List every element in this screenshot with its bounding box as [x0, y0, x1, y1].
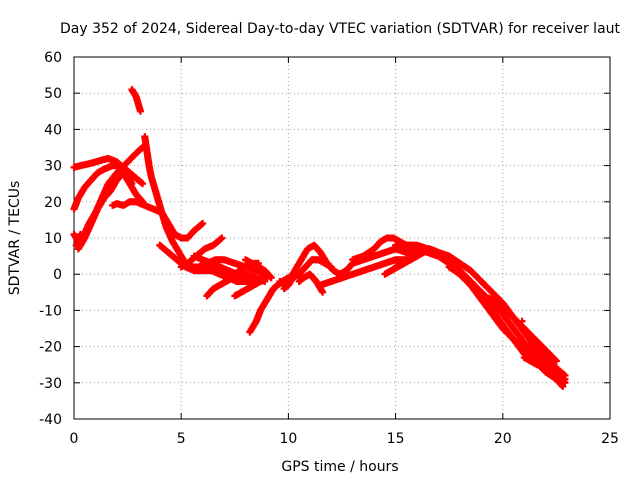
x-tick-label: 10: [279, 431, 297, 447]
series-arc-7: [128, 86, 144, 115]
series-arc-29: [520, 353, 567, 383]
data-point: [218, 234, 226, 242]
data-marks: [70, 86, 569, 390]
data-point: [327, 263, 335, 271]
series-arc-15: [242, 256, 275, 282]
y-tick-label: 60: [44, 50, 62, 66]
data-point: [242, 274, 250, 282]
series-arc-14: [231, 274, 271, 300]
data-point: [76, 230, 84, 238]
x-tick-label: 0: [70, 431, 79, 447]
data-point: [552, 357, 560, 365]
data-point: [559, 375, 567, 383]
y-tick-label: -30: [39, 376, 62, 392]
data-point: [518, 317, 526, 325]
x-tick-label: 5: [177, 431, 186, 447]
y-tick-label: 0: [53, 267, 62, 283]
y-tick-label: 40: [44, 122, 62, 138]
x-axis-label: GPS time / hours: [281, 459, 398, 475]
grid-lines: [74, 57, 610, 419]
y-axis-label: SDTVAR / TECUs: [7, 181, 23, 296]
data-point: [559, 382, 567, 390]
x-tick-label: 25: [601, 431, 619, 447]
series-arc-5: [70, 230, 84, 246]
data-point: [267, 274, 275, 282]
y-tick-label: 20: [44, 195, 62, 211]
series-arc-18: [280, 256, 335, 293]
y-tick-label: 30: [44, 159, 62, 175]
data-point: [319, 288, 327, 296]
y-tick-label: 10: [44, 231, 62, 247]
y-tick-label: -20: [39, 340, 62, 356]
x-tick-label: 15: [387, 431, 405, 447]
data-point: [136, 107, 144, 115]
x-tick-label: 20: [494, 431, 512, 447]
chart-title: Day 352 of 2024, Sidereal Day-to-day VTE…: [60, 21, 621, 37]
data-point: [139, 180, 147, 188]
series-arc-30: [518, 317, 526, 325]
series-arc-8: [141, 133, 271, 278]
series-arc-28: [477, 292, 560, 365]
y-tick-label: -40: [39, 412, 62, 428]
data-point: [199, 220, 207, 228]
y-tick-label: -10: [39, 303, 62, 319]
series-arc-11: [173, 256, 267, 285]
axes: 0 5 10 15 20 25 -40 -30 -20 -10 0 10 20 30 40 50 60: [39, 50, 619, 447]
y-tick-label: 50: [44, 86, 62, 102]
